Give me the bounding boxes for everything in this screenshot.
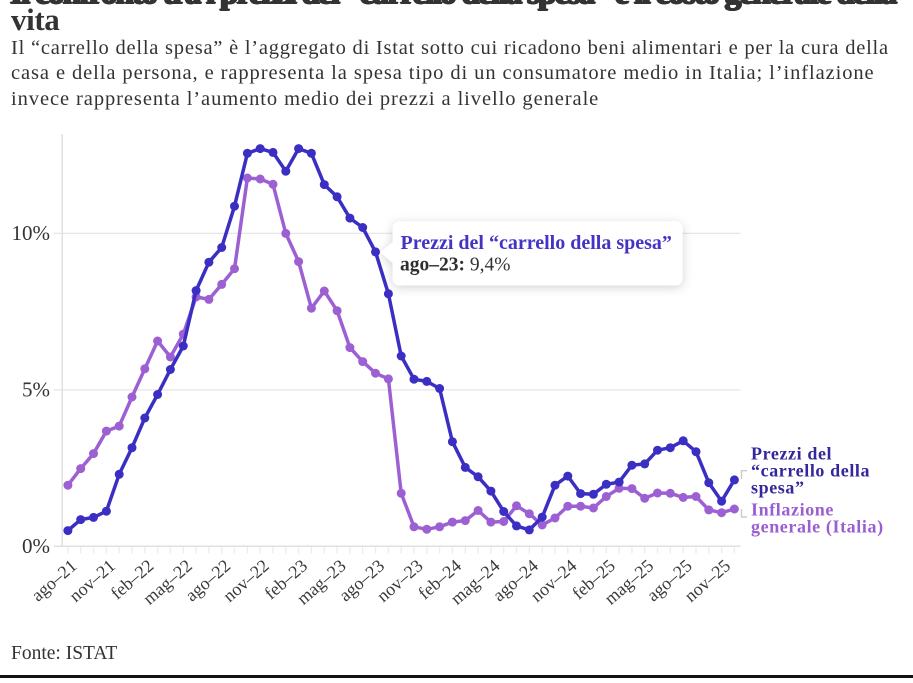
svg-text:10%: 10% — [12, 221, 51, 245]
svg-text:Prezzi del “carrello della spe: Prezzi del “carrello della spesa” — [401, 232, 672, 254]
svg-text:spesa”: spesa” — [751, 478, 805, 498]
svg-text:ago–23: 9,4%: ago–23: 9,4% — [400, 255, 511, 276]
svg-text:generale (Italia): generale (Italia) — [751, 517, 884, 538]
svg-text:5%: 5% — [22, 378, 50, 402]
svg-text:“carrello della: “carrello della — [751, 461, 870, 481]
svg-text:Prezzi del: Prezzi del — [751, 444, 832, 464]
svg-text:0%: 0% — [22, 534, 50, 558]
svg-text:Inflazione: Inflazione — [751, 500, 834, 520]
